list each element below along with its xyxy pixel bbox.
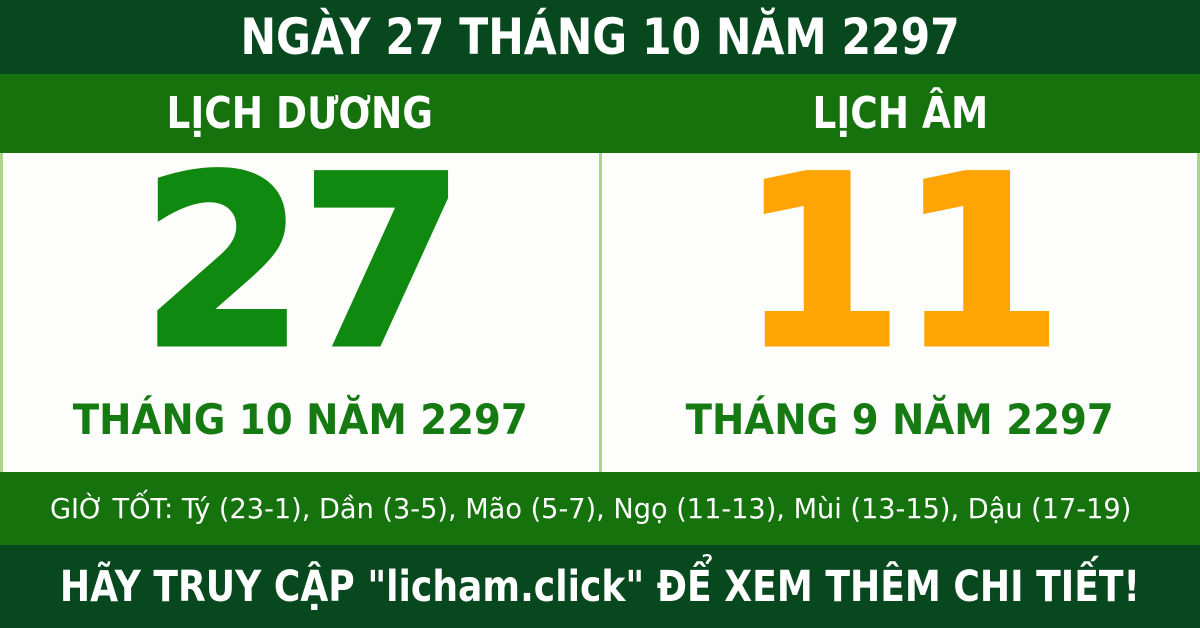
solar-month-year-text: THÁNG 10 NĂM 2297 xyxy=(73,395,529,444)
top-banner: NGÀY 27 THÁNG 10 NĂM 2297 xyxy=(0,0,1200,74)
date-title: NGÀY 27 THÁNG 10 NĂM 2297 xyxy=(240,8,960,66)
solar-calendar-header: LỊCH DƯƠNG xyxy=(0,74,600,153)
good-hours-text: GIỜ TỐT: Tý (23-1), Dần (3-5), Mão (5-7)… xyxy=(50,492,1132,525)
solar-calendar-label: LỊCH DƯƠNG xyxy=(166,88,434,139)
calendar-header-band: LỊCH DƯƠNG LỊCH ÂM xyxy=(0,74,1200,153)
solar-day-wrap: 27 xyxy=(139,126,467,400)
lunar-month-year: THÁNG 9 NĂM 2297 xyxy=(602,395,1198,444)
lunar-calendar-header: LỊCH ÂM xyxy=(600,74,1200,153)
panel-divider xyxy=(598,153,602,472)
calendar-panels: 27 THÁNG 10 NĂM 2297 11 THÁNG 9 NĂM 2297 xyxy=(0,143,1200,472)
lunar-calendar-label: LỊCH ÂM xyxy=(812,88,988,139)
footer-banner: HÃY TRUY CẬP "licham.click" ĐỂ XEM THÊM … xyxy=(0,545,1200,628)
solar-month-year: THÁNG 10 NĂM 2297 xyxy=(3,395,599,444)
footer-cta-text: HÃY TRUY CẬP "licham.click" ĐỂ XEM THÊM … xyxy=(59,561,1141,612)
lunar-day-wrap: 11 xyxy=(737,126,1065,400)
solar-day-number: 27 xyxy=(139,126,467,400)
lunar-day-number: 11 xyxy=(737,126,1065,400)
good-hours-bar: GIỜ TỐT: Tý (23-1), Dần (3-5), Mão (5-7)… xyxy=(0,472,1200,545)
lunar-panel: 11 THÁNG 9 NĂM 2297 xyxy=(602,143,1198,472)
solar-panel: 27 THÁNG 10 NĂM 2297 xyxy=(3,143,599,472)
lunar-month-year-text: THÁNG 9 NĂM 2297 xyxy=(685,395,1114,444)
